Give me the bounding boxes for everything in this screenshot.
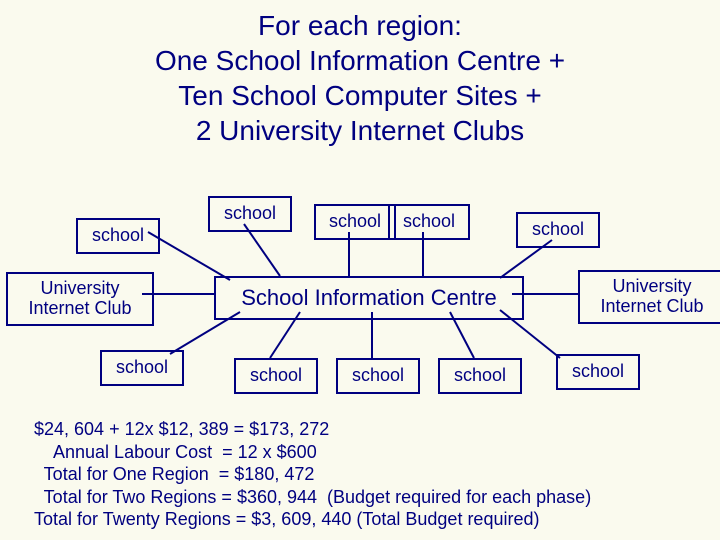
slide-stage: For each region: One School Information … [0,0,720,540]
node-school-s7: school [234,358,318,394]
node-school-s10: school [556,354,640,390]
node-school-s5: school [516,212,600,248]
node-school-s6: school [100,350,184,386]
node-school-s1: school [76,218,160,254]
cost-line-1: $24, 604 + 12x $12, 389 = $173, 272 [34,418,704,441]
edge [148,232,230,280]
node-school-s8: school [336,358,420,394]
cost-line-2: Annual Labour Cost = 12 x $600 [34,441,704,464]
node-school-s3: school [314,204,396,240]
node-school-s9: school [438,358,522,394]
cost-line-5: Total for Twenty Regions = $3, 609, 440 … [34,508,704,531]
node-ucL: University Internet Club [6,272,154,326]
node-center: School Information Centre [214,276,524,320]
cost-line-4: Total for Two Regions = $360, 944 (Budge… [34,486,704,509]
node-school-s2: school [208,196,292,232]
cost-summary: $24, 604 + 12x $12, 389 = $173, 272 Annu… [34,418,704,531]
cost-line-3: Total for One Region = $180, 472 [34,463,704,486]
node-school-s4: school [388,204,470,240]
node-ucR: University Internet Club [578,270,720,324]
